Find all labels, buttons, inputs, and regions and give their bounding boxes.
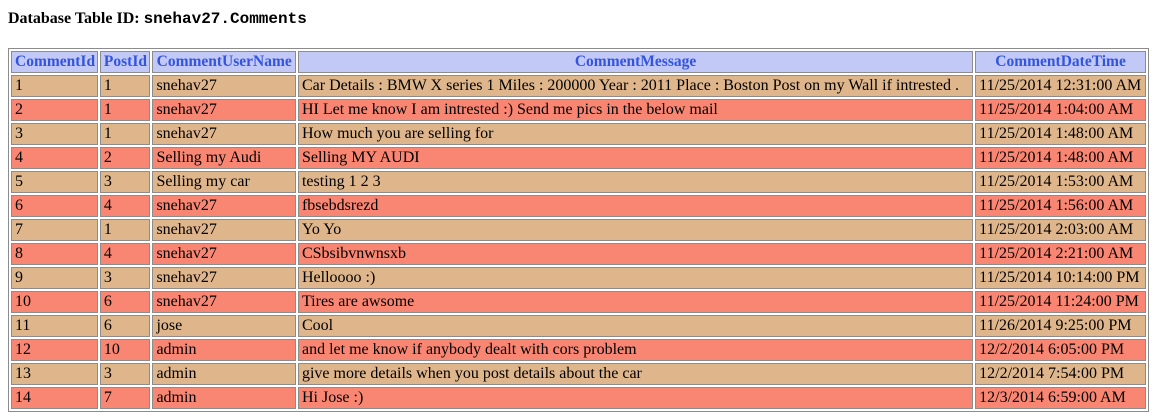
cell-comment-message: How much you are selling for	[297, 123, 974, 145]
cell-comment-message: Tires are awsome	[297, 291, 974, 313]
cell-comment-date-time: 12/2/2014 7:54:00 PM	[975, 363, 1146, 385]
cell-comment-date-time: 11/25/2014 11:24:00 PM	[975, 291, 1146, 313]
cell-comment-id: 5	[11, 171, 98, 193]
table-row: 11 6 jose Cool 11/26/2014 9:25:00 PM	[11, 315, 1146, 337]
cell-post-id: 6	[99, 291, 151, 313]
cell-comment-user-name: snehav27	[152, 291, 296, 313]
cell-comment-user-name: admin	[152, 339, 296, 361]
cell-comment-date-time: 11/25/2014 1:53:00 AM	[975, 171, 1146, 193]
cell-comment-date-time: 11/25/2014 2:21:00 AM	[975, 243, 1146, 265]
cell-comment-id: 11	[11, 315, 98, 337]
cell-comment-message: Helloooo :)	[297, 267, 974, 289]
cell-comment-message: fbsebdsrezd	[297, 195, 974, 217]
cell-comment-id: 2	[11, 99, 98, 121]
page-title: Database Table ID: snehav27.Comments	[8, 9, 307, 29]
cell-comment-id: 1	[11, 75, 98, 97]
cell-comment-id: 14	[11, 387, 98, 409]
table-row: 2 1 snehav27 HI Let me know I am intrested …	[11, 99, 1146, 121]
table-row: 10 6 snehav27 Tires are awsome 11/25/2014 11…	[11, 291, 1146, 313]
table-header-row: CommentId PostId CommentUserName Comment…	[11, 51, 1146, 73]
page-title-label: Database Table ID:	[8, 10, 140, 27]
cell-comment-id: 6	[11, 195, 98, 217]
cell-comment-message: Hi Jose :)	[297, 387, 974, 409]
table-row: 6 4 snehav27 fbsebdsrezd 11/25/2014 1:56:00 …	[11, 195, 1146, 217]
table-row: 8 4 snehav27 CSbsibvnwnsxb 11/25/2014 2:21:0…	[11, 243, 1146, 265]
column-header-postid: PostId	[99, 51, 151, 73]
cell-post-id: 3	[99, 171, 151, 193]
cell-comment-user-name: Selling my Audi	[152, 147, 296, 169]
cell-comment-message: Yo Yo	[297, 219, 974, 241]
cell-comment-date-time: 11/25/2014 12:31:00 AM	[975, 75, 1146, 97]
cell-post-id: 6	[99, 315, 151, 337]
table-row: 14 7 admin Hi Jose :) 12/3/2014 6:59:00 AM	[11, 387, 1146, 409]
cell-comment-message: give more details when you post details …	[297, 363, 974, 385]
cell-comment-date-time: 11/25/2014 1:48:00 AM	[975, 123, 1146, 145]
table-row: 4 2 Selling my Audi Selling MY AUDI 11/25/20…	[11, 147, 1146, 169]
cell-post-id: 1	[99, 123, 151, 145]
cell-comment-id: 9	[11, 267, 98, 289]
cell-post-id: 4	[99, 243, 151, 265]
cell-comment-date-time: 11/25/2014 2:03:00 AM	[975, 219, 1146, 241]
cell-comment-user-name: admin	[152, 363, 296, 385]
table-row: 3 1 snehav27 How much you are selling for 11…	[11, 123, 1146, 145]
cell-post-id: 1	[99, 75, 151, 97]
cell-comment-date-time: 12/2/2014 6:05:00 PM	[975, 339, 1146, 361]
comments-table: CommentId PostId CommentUserName Comment…	[8, 48, 1149, 412]
table-row: 7 1 snehav27 Yo Yo 11/25/2014 2:03:00 AM	[11, 219, 1146, 241]
cell-comment-message: Car Details : BMW X series 1 Miles : 200…	[297, 75, 974, 97]
cell-post-id: 1	[99, 99, 151, 121]
cell-comment-user-name: snehav27	[152, 123, 296, 145]
column-header-commentmessage: CommentMessage	[297, 51, 974, 73]
cell-comment-id: 3	[11, 123, 98, 145]
cell-comment-user-name: Selling my car	[152, 171, 296, 193]
column-header-commentid: CommentId	[11, 51, 98, 73]
cell-comment-date-time: 11/26/2014 9:25:00 PM	[975, 315, 1146, 337]
cell-post-id: 4	[99, 195, 151, 217]
table-row: 13 3 admin give more details when you post …	[11, 363, 1146, 385]
cell-comment-user-name: admin	[152, 387, 296, 409]
table-body: 1 1 snehav27 Car Details : BMW X series 1 M…	[11, 75, 1146, 409]
column-header-commentusername: CommentUserName	[152, 51, 296, 73]
cell-comment-user-name: snehav27	[152, 267, 296, 289]
cell-comment-message: testing 1 2 3	[297, 171, 974, 193]
cell-comment-date-time: 12/3/2014 6:59:00 AM	[975, 387, 1146, 409]
cell-comment-id: 12	[11, 339, 98, 361]
cell-comment-id: 10	[11, 291, 98, 313]
table-row: 1 1 snehav27 Car Details : BMW X series 1 M…	[11, 75, 1146, 97]
cell-comment-id: 13	[11, 363, 98, 385]
table-row: 9 3 snehav27 Helloooo :) 11/25/2014 10:14:00…	[11, 267, 1146, 289]
cell-comment-user-name: snehav27	[152, 99, 296, 121]
cell-comment-message: HI Let me know I am intrested :) Send me…	[297, 99, 974, 121]
cell-comment-message: and let me know if anybody dealt with co…	[297, 339, 974, 361]
cell-post-id: 7	[99, 387, 151, 409]
cell-post-id: 3	[99, 267, 151, 289]
cell-post-id: 3	[99, 363, 151, 385]
cell-post-id: 10	[99, 339, 151, 361]
table-row: 12 10 admin and let me know if anybody deal…	[11, 339, 1146, 361]
cell-comment-user-name: snehav27	[152, 195, 296, 217]
cell-comment-user-name: snehav27	[152, 243, 296, 265]
cell-comment-user-name: snehav27	[152, 219, 296, 241]
table-row: 5 3 Selling my car testing 1 2 3 11/25/2014 …	[11, 171, 1146, 193]
cell-comment-message: CSbsibvnwnsxb	[297, 243, 974, 265]
cell-comment-message: Selling MY AUDI	[297, 147, 974, 169]
cell-comment-user-name: snehav27	[152, 75, 296, 97]
cell-comment-user-name: jose	[152, 315, 296, 337]
cell-post-id: 2	[99, 147, 151, 169]
page-title-table-id: snehav27.Comments	[143, 10, 307, 28]
cell-comment-id: 7	[11, 219, 98, 241]
cell-comment-date-time: 11/25/2014 1:04:00 AM	[975, 99, 1146, 121]
cell-comment-date-time: 11/25/2014 1:48:00 AM	[975, 147, 1146, 169]
cell-comment-date-time: 11/25/2014 1:56:00 AM	[975, 195, 1146, 217]
cell-comment-message: Cool	[297, 315, 974, 337]
cell-comment-date-time: 11/25/2014 10:14:00 PM	[975, 267, 1146, 289]
cell-comment-id: 8	[11, 243, 98, 265]
cell-comment-id: 4	[11, 147, 98, 169]
column-header-commentdatetime: CommentDateTime	[975, 51, 1146, 73]
cell-post-id: 1	[99, 219, 151, 241]
